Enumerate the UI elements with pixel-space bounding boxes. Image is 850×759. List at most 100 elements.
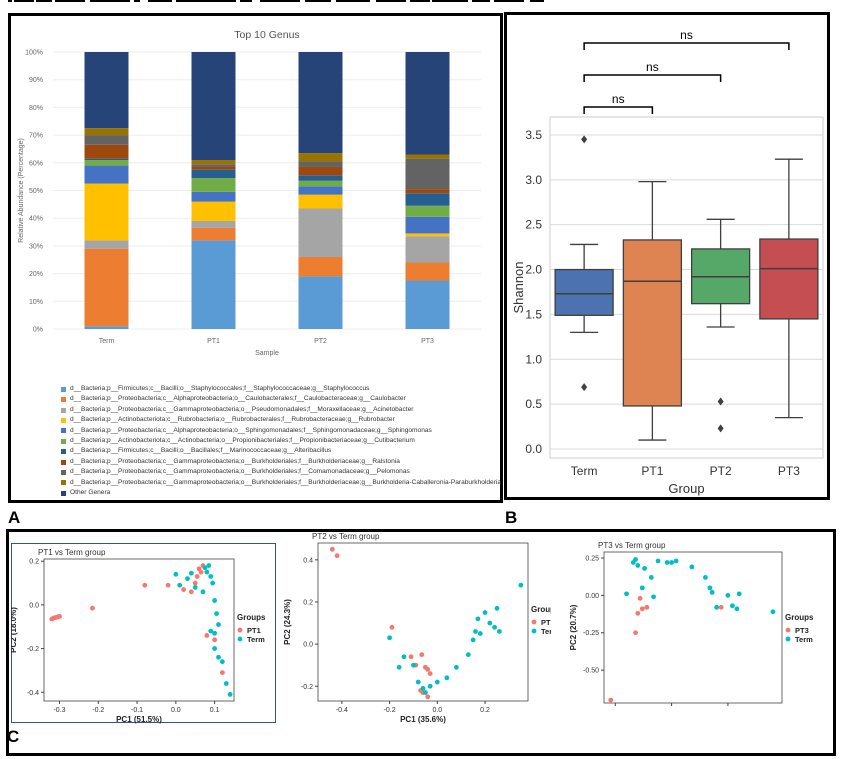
y-tick-label: 60% [29,160,43,167]
bar-segment [84,240,129,249]
x-tick-label: 0.0 [171,707,181,714]
legend-marker [785,636,791,642]
x-tick-label: -0.4 [336,707,348,714]
scatter-point [475,616,481,622]
scatter-point [192,580,198,586]
scatter-point [411,662,416,668]
legend-label: d__Bacteria;p__Actinobacteriota;c__Rubro… [70,416,395,424]
scatter-point [212,598,218,603]
legend-title: Groups [237,613,266,622]
scatter-point [219,659,225,665]
y-tick-label: 0% [33,327,43,334]
legend-marker [237,627,243,633]
legend-item: d__Bacteria;p__Firmicutes;c__Bacilli;o__… [61,446,501,456]
legend-item: d__Bacteria;p__Proteobacteria;c__Gammapr… [61,478,501,488]
scatter-point [725,592,731,598]
y-axis-title: PC2 (24.3%) [283,599,292,645]
scatter-point [188,570,194,576]
y-tick-label: 20% [29,271,43,278]
x-tick-label: PT2 [710,464,732,478]
legend-title: Groups [785,613,814,622]
scatter-point [425,667,431,672]
scatter-point [644,604,650,610]
scatter-point [219,670,225,675]
y-tick-label: 0.0 [525,442,542,456]
scatter-point [177,582,183,588]
panel-a-frame: Top 10 Genus 0% 10% 20% 30% 40% 50% 60% 70% 80% 90… [8,13,503,503]
x-tick-label: Term [99,338,115,345]
bar-segment [405,216,450,234]
bar-segment [191,164,236,167]
legend-label: Term [247,635,265,644]
bar-segment [405,236,450,263]
bar-segment [84,183,129,241]
scatter-point [673,558,679,564]
significance-label: ns [680,28,693,42]
x-tick-label: 0.2 [480,707,490,714]
panel-label-a: A [8,508,21,527]
legend-swatch [61,449,66,455]
scatter-point [408,654,414,660]
bar-segment [84,160,129,166]
bar-segment [84,128,129,136]
x-tick-label: -0.2 [92,707,104,714]
y-tick-label: 0.2 [303,599,313,606]
scatter-point [707,585,713,591]
scatter-point [473,629,478,634]
x-tick-label: PT1 [641,464,663,478]
bar-segment [298,186,343,195]
significance-bracket [583,42,790,50]
legend-swatch [61,490,66,496]
scatter-point [454,664,459,670]
legend-label: PT3 [795,626,809,635]
scatter-point [736,591,742,597]
legend-item: d__Bacteria;p__Proteobacteria;c__Alphapr… [61,394,501,404]
legend-item: d__Bacteria;p__Proteobacteria;c__Gammapr… [61,457,501,467]
x-tick-label: -0.3 [53,707,65,714]
pcoa-pt3-vs-term: PT3 vs Term group-0.250.000.250.250.00-0… [569,541,814,706]
plot-area [43,558,235,702]
legend-swatch [61,417,66,423]
bar-segment [298,161,343,167]
bar-segment [298,180,343,187]
legend-marker [237,636,243,642]
scatter-point [637,595,643,601]
scatter-point [202,565,208,571]
y-tick-label: -0.4 [27,690,39,697]
y-tick-label: 3.5 [525,128,542,142]
scatter-point [227,692,233,697]
legend-item: Other Genera [61,488,501,498]
legend-swatch [61,469,66,475]
scatter-point [212,637,218,643]
bar-segment [84,165,129,184]
legend-item: d__Bacteria;p__Proteobacteria;c__Gammapr… [61,405,501,415]
bar-segment [298,153,343,162]
scatter-point [389,624,395,630]
y-tick-label: -0.2 [301,684,313,691]
legend-swatch [61,438,66,444]
y-tick-label: 3.0 [525,173,542,187]
legend-title: Groups [531,605,551,614]
bar-segment [191,191,236,202]
legend-label: d__Bacteria;p__Proteobacteria;c__Gammapr… [70,468,410,476]
legend-label: PT1 [247,626,261,635]
pcoa-title: PT2 vs Term group [312,532,380,541]
scatter-point [419,652,425,658]
bar-segment [191,227,236,241]
y-tick-label: 0.4 [303,557,313,564]
scatter-point [494,605,500,611]
scatter-point [194,574,200,579]
scatter-point [465,652,471,658]
y-tick-label: 2.5 [525,218,542,232]
scatter-point [427,671,433,677]
scatter-point [434,679,440,685]
scatter-point [655,558,661,564]
pcoa-pt1-frame [11,543,276,723]
bar-segment [84,248,129,327]
bar-segment [405,154,450,159]
bar-segment [84,135,129,145]
y-axis-title: PC2 (20.7%) [569,604,578,650]
bar-segment [191,178,236,192]
scatter-point [204,633,210,638]
bar-segment [298,208,343,257]
